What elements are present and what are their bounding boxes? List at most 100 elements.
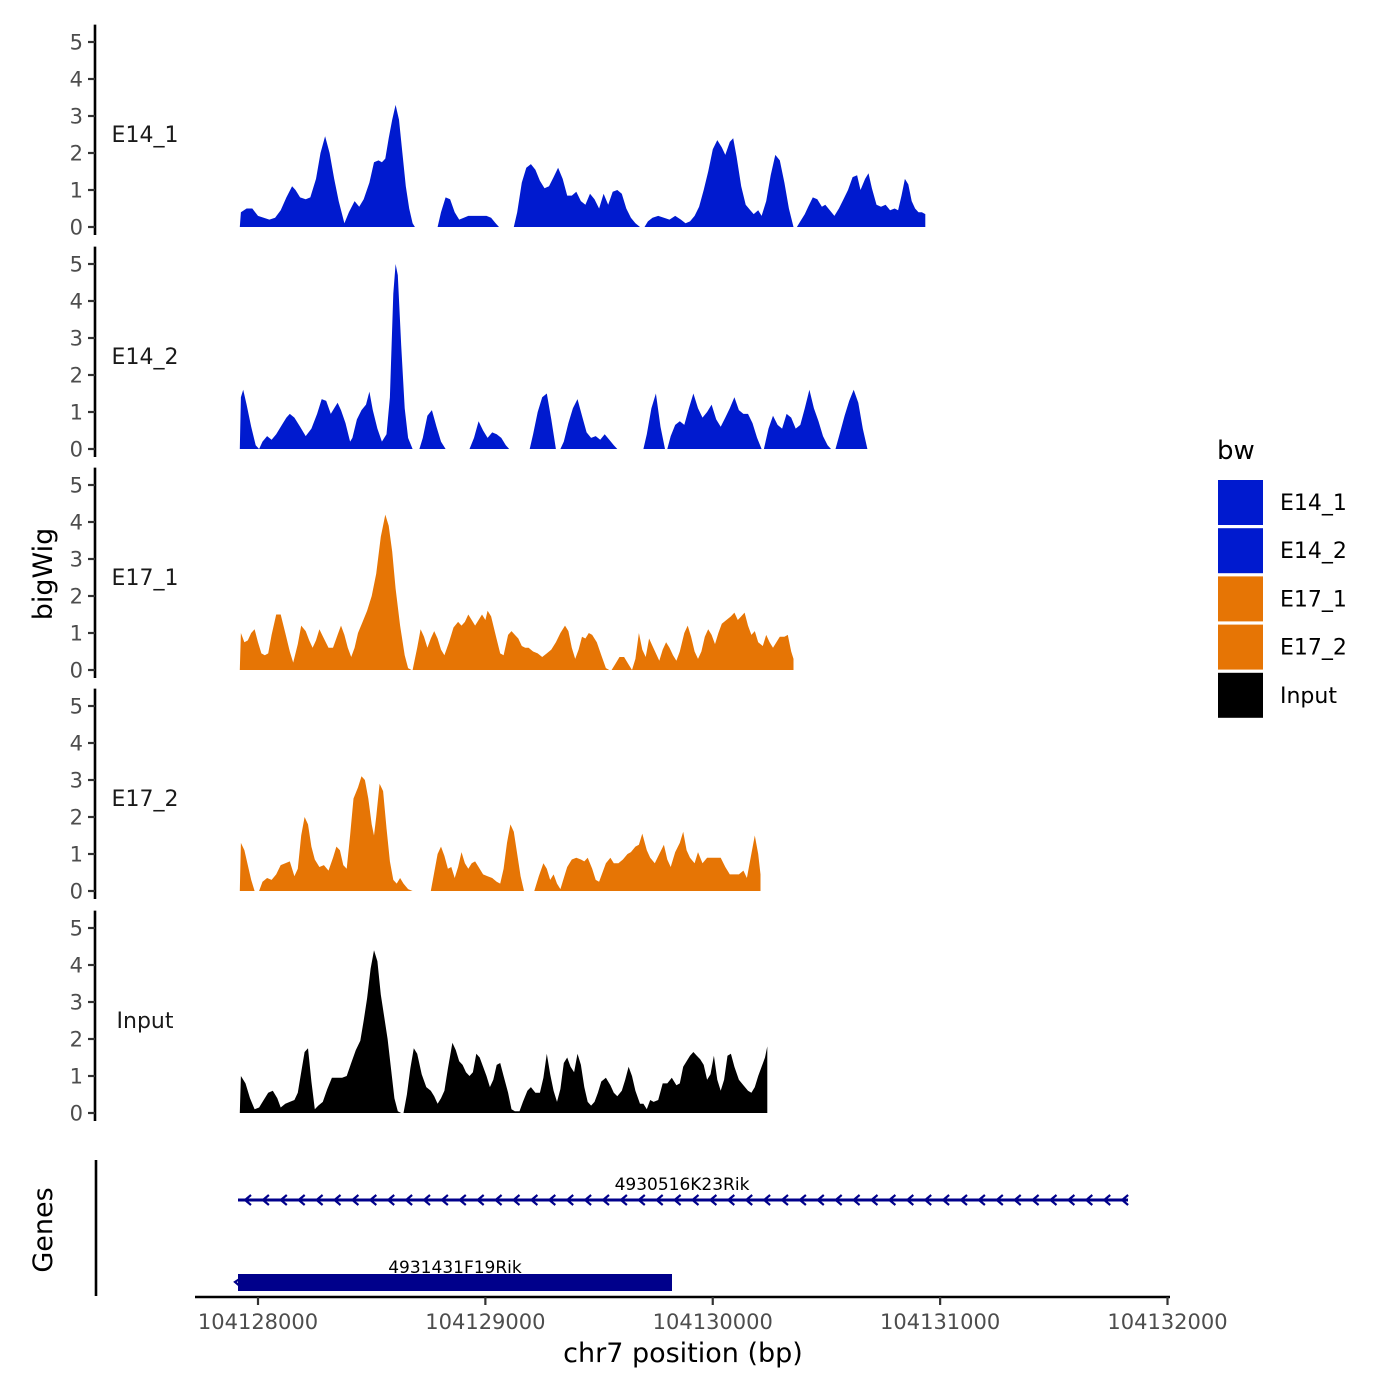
strand-arrow: [511, 1194, 521, 1206]
y-tick-label: 0: [70, 438, 83, 462]
strand-arrow: [619, 1194, 628, 1206]
y-tick-label: 4: [70, 954, 83, 978]
y-tick-label: 4: [70, 290, 83, 314]
track-label: Input: [117, 1009, 174, 1034]
strand-arrow: [798, 1194, 807, 1206]
coverage-area-E17_1: [412, 610, 610, 670]
strand-arrow: [726, 1194, 736, 1206]
strand-arrow: [350, 1194, 360, 1206]
strand-arrow: [314, 1194, 324, 1206]
coverage-area-E14_1: [513, 164, 640, 227]
y-tick-label: 3: [70, 991, 83, 1015]
coverage-area-E14_2: [239, 264, 413, 449]
y-tick-label: 5: [70, 474, 83, 498]
track-E17_1: 0 1 2 3 4 5 E17_1: [70, 467, 794, 683]
strand-arrow: [1084, 1194, 1094, 1206]
coverage-area-E17_1: [239, 514, 412, 670]
legend-label: E14_1: [1280, 491, 1347, 516]
strand-arrow: [816, 1194, 825, 1206]
y-axis-title: bigWig: [28, 528, 59, 621]
legend-item-E14_2: E14_2: [1218, 528, 1347, 574]
legend-item-E14_1: E14_1: [1218, 480, 1347, 525]
strand-arrow: [887, 1194, 897, 1206]
y-tick-label: 0: [70, 1102, 83, 1126]
y-tick-label: 3: [70, 769, 83, 793]
strand-arrow: [243, 1194, 252, 1206]
coverage-area-E17_1: [611, 612, 794, 670]
strand-arrow: [565, 1194, 574, 1206]
strand-arrow: [1048, 1194, 1058, 1206]
strand-arrow: [977, 1194, 986, 1206]
strand-arrow: [386, 1194, 395, 1206]
x-axis-title: chr7 position (bp): [563, 1338, 803, 1369]
strand-arrow: [233, 1277, 242, 1288]
legend-label: E14_2: [1280, 539, 1347, 564]
strand-arrow: [368, 1194, 378, 1206]
strand-arrow: [744, 1194, 753, 1206]
y-tick-label: 2: [70, 364, 83, 388]
y-tick-label: 0: [70, 216, 83, 240]
strand-arrow: [493, 1194, 503, 1206]
y-tick-label: 3: [70, 327, 83, 351]
strand-arrow: [529, 1194, 539, 1206]
track-E14_2: 0 1 2 3 4 5 E14_2: [70, 246, 868, 462]
legend-swatch: [1218, 576, 1263, 622]
gene-4931431F19Rik: 4931431F19Rik: [233, 1258, 672, 1291]
track-Input: 0 1 2 3 4 5 Input: [70, 910, 768, 1126]
strand-arrow: [404, 1194, 413, 1206]
coverage-area-E14_1: [644, 138, 794, 227]
y-tick-label: 2: [70, 806, 83, 830]
legend-items: E14_1 E14_2 E17_1 E17_2 Input: [1218, 480, 1347, 718]
gene-models: 4930516K23Rik 4931431F19Rik: [233, 1175, 1129, 1291]
genes-panel: Genes 4930516K23Rik 4931431F19Rik: [28, 1160, 1129, 1296]
track-label: E17_2: [112, 787, 179, 812]
y-tick-label: 4: [70, 732, 83, 756]
strand-arrow: [261, 1194, 270, 1206]
coverage-area-E14_1: [796, 173, 926, 227]
strand-arrow: [440, 1194, 449, 1206]
legend-swatch: [1218, 672, 1263, 718]
track-label: E14_2: [112, 345, 179, 370]
legend-title: bw: [1217, 436, 1255, 466]
strand-arrow: [690, 1194, 700, 1206]
coverage-area-E17_2: [430, 824, 524, 891]
coverage-area-E14_2: [529, 393, 556, 449]
x-tick-label: 104131000: [880, 1310, 1000, 1334]
coverage-area-E14_1: [437, 197, 499, 227]
legend-swatch: [1218, 480, 1263, 525]
genes-axis-title: Genes: [28, 1187, 59, 1272]
y-tick-label: 4: [70, 511, 83, 535]
strand-arrow: [1120, 1194, 1129, 1206]
strand-arrow: [547, 1194, 557, 1206]
y-tick-label: 3: [70, 105, 83, 129]
coverage-area-E17_2: [259, 776, 413, 891]
strand-arrow: [601, 1194, 610, 1206]
strand-arrow: [941, 1194, 950, 1206]
x-tick-label: 104130000: [653, 1310, 773, 1334]
coverage-area-E14_2: [763, 389, 831, 449]
gene-label: 4930516K23Rik: [615, 1175, 750, 1195]
y-tick-label: 5: [70, 253, 83, 277]
strand-arrow: [279, 1194, 288, 1206]
strand-arrow: [833, 1194, 843, 1206]
x-tick-label: 104132000: [1107, 1310, 1227, 1334]
strand-arrow: [762, 1194, 771, 1206]
strand-arrow: [905, 1194, 915, 1206]
coverage-area-Input: [403, 1042, 768, 1113]
strand-arrow: [780, 1194, 789, 1206]
coverage-area-Input: [239, 950, 402, 1113]
coverage-area-E17_2: [534, 831, 761, 891]
strand-arrow: [923, 1194, 932, 1206]
coverage-area-E14_2: [419, 410, 446, 449]
y-tick-label: 0: [70, 659, 83, 683]
y-tick-label: 2: [70, 142, 83, 166]
strand-arrow: [959, 1194, 968, 1206]
legend-swatch: [1218, 624, 1263, 670]
strand-arrow: [1030, 1194, 1040, 1206]
track-E17_2: 0 1 2 3 4 5 E17_2: [70, 688, 761, 904]
coverage-area-E17_2: [239, 842, 255, 891]
legend-label: Input: [1280, 684, 1337, 709]
gene-exon-box: [238, 1274, 672, 1291]
y-tick-label: 2: [70, 585, 83, 609]
